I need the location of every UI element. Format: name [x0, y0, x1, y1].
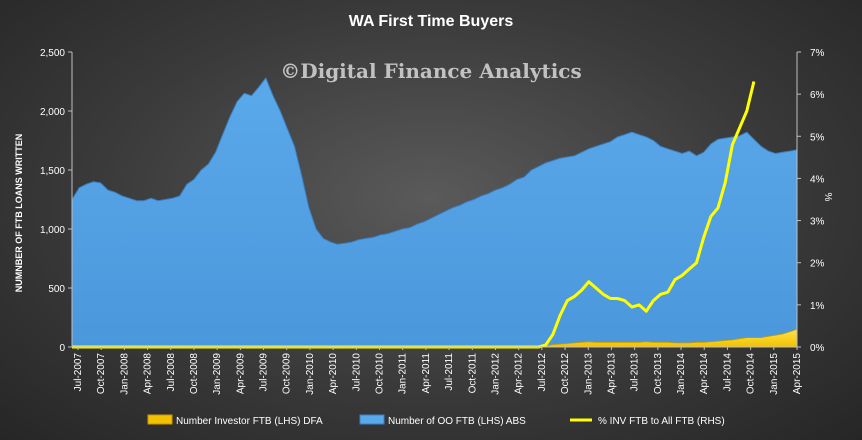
x-tick-label: Apr-2014: [699, 353, 710, 395]
x-tick-label: Jan-2012: [490, 353, 501, 395]
x-tick-label: Jul-2014: [722, 353, 733, 392]
axes: 0 500 1,000 1,500 2,000 2,500 0% 1% 2% 3% 4% 5% 6% 7%…: [40, 48, 825, 395]
y-tick-label: 2,500: [40, 48, 65, 59]
x-tick-label: Jul-2013: [630, 353, 641, 392]
y2-tick-label: 6%: [810, 90, 825, 101]
legend-label: Number of OO FTB (LHS) ABS: [388, 416, 526, 427]
y-tick-label: 0: [59, 343, 65, 354]
y2-tick-label: 7%: [810, 48, 825, 59]
y2-tick-label: 1%: [810, 301, 825, 312]
y2-tick-label: 5%: [810, 132, 825, 143]
y2-axis-label: %: [822, 193, 833, 202]
x-tick-label: Oct-2009: [282, 353, 293, 395]
legend-swatch-investor: [147, 414, 173, 425]
legend-swatch-oo: [359, 414, 385, 425]
x-tick-label: Oct-2007: [96, 353, 107, 395]
y2-tick-label: 0%: [810, 343, 825, 354]
x-tick-label: Apr-2012: [514, 353, 525, 395]
x-tick-label: Oct-2012: [560, 353, 571, 395]
x-tick-label: Apr-2011: [421, 353, 432, 394]
x-tick-label: Jul-2009: [259, 353, 270, 392]
y2-tick-label: 2%: [810, 259, 825, 270]
legend-label: Number Investor FTB (LHS) DFA: [176, 416, 323, 427]
plot-area: [71, 77, 798, 349]
y-tick-label: 2,000: [40, 107, 65, 118]
x-tick-label: Apr-2013: [606, 353, 617, 395]
x-tick-label: Apr-2009: [235, 353, 246, 395]
x-tick-label: Oct-2014: [746, 353, 757, 395]
y2-tick-label: 3%: [810, 217, 825, 228]
x-tick-label: Apr-2008: [143, 353, 154, 395]
x-tick-label: Jul-2008: [166, 353, 177, 392]
chart-title: WA First Time Buyers: [349, 13, 514, 30]
x-tick-label: Jul-2012: [537, 353, 548, 392]
x-tick-label: Jan-2009: [212, 353, 223, 395]
x-tick-label: Jan-2011: [398, 353, 409, 394]
x-tick-label: Apr-2015: [792, 353, 803, 395]
x-tick-label: Jan-2010: [305, 353, 316, 395]
x-tick-label: Apr-2010: [328, 353, 339, 395]
x-tick-label: Jan-2015: [769, 353, 780, 395]
y-tick-label: 1,500: [40, 166, 65, 177]
y-tick-label: 1,000: [40, 225, 65, 236]
x-tick-label: Oct-2013: [653, 353, 664, 395]
x-tick-label: Oct-2010: [375, 353, 386, 395]
legend-label: % INV FTB to All FTB (RHS): [598, 416, 725, 427]
x-tick-label: Oct-2008: [189, 353, 200, 395]
series-oo-ftb-area: [71, 77, 798, 348]
y2-tick-label: 4%: [810, 174, 825, 185]
x-tick-label: Jul-2007: [73, 353, 84, 392]
y-axis-label: NUMNBER OF FTB LOANS WRITTEN: [14, 134, 24, 292]
x-tick-label: Jan-2014: [676, 353, 687, 395]
watermark-text: ©Digital Finance Analytics: [280, 59, 582, 83]
y-tick-label: 500: [48, 284, 65, 295]
legend: Number Investor FTB (LHS) DFA Number of O…: [147, 414, 725, 427]
x-tick-label: Jul-2010: [351, 353, 362, 392]
x-tick-label: Jan-2008: [119, 353, 130, 395]
x-tick-label: Oct-2011: [467, 353, 478, 394]
x-tick-label: Jan-2013: [583, 353, 594, 395]
x-tick-label: Jul-2011: [444, 353, 455, 391]
